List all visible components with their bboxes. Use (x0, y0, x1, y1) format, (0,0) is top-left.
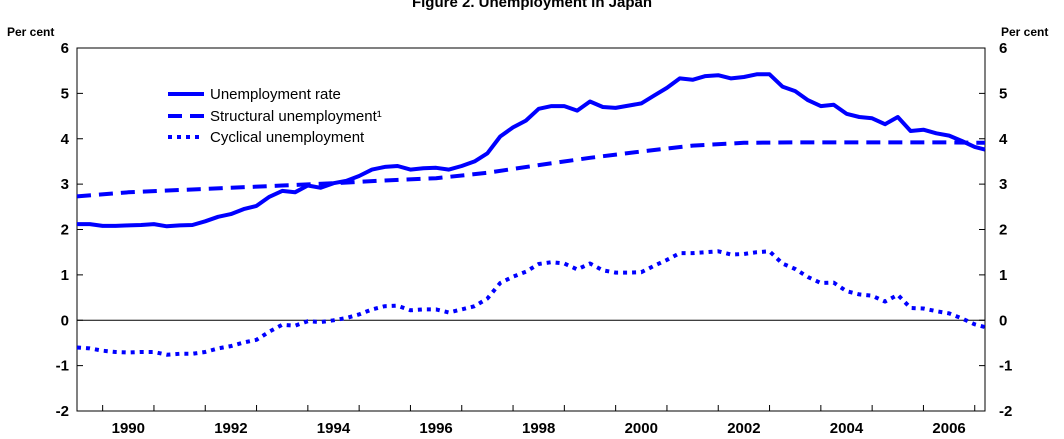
x-tick-label: 2004 (830, 420, 864, 437)
y-tick-label-right: 1 (999, 267, 1007, 284)
series-line-3 (76, 249, 986, 357)
x-tick-label: 2006 (932, 420, 965, 437)
chart-title: Figure 2. Unemployment in Japan (412, 0, 652, 11)
left-axis-unit-label: Per cent (7, 25, 54, 39)
y-tick-label-left: 5 (61, 85, 69, 102)
x-tick-label: 2000 (625, 420, 658, 437)
x-tick-label: 2002 (727, 420, 760, 437)
axis-ticks: -2 -2 -1 -1 0 0 1 1 2 2 3 3 4 4 5 5 6 6 1990 1992 1994 1996 19… (56, 40, 1013, 437)
x-tick-label: 1994 (317, 420, 351, 437)
y-tick-label-left: -2 (56, 403, 69, 420)
series-lines (76, 72, 986, 357)
y-tick-label-left: -1 (56, 358, 69, 375)
y-tick-label-left: 2 (61, 222, 69, 239)
y-tick-label-left: 6 (61, 40, 69, 57)
x-tick-label: 1992 (214, 420, 247, 437)
legend: Unemployment rate Structural unemployment… (168, 86, 382, 146)
x-tick-label: 1998 (522, 420, 555, 437)
legend-label-2: Structural unemployment¹ (210, 108, 382, 125)
y-tick-label-right: -2 (999, 403, 1012, 420)
y-tick-label-right: 2 (999, 222, 1007, 239)
x-tick-label: 1996 (419, 420, 452, 437)
y-tick-label-left: 3 (61, 176, 69, 193)
y-tick-label-right: 3 (999, 176, 1007, 193)
y-tick-label-right: -1 (999, 358, 1012, 375)
right-axis-unit-label: Per cent (1001, 25, 1048, 39)
y-tick-label-left: 4 (61, 131, 70, 148)
series-line-2 (76, 140, 986, 199)
series-line-1 (77, 72, 986, 229)
y-tick-label-right: 6 (999, 40, 1007, 57)
y-tick-label-left: 1 (61, 267, 69, 284)
x-tick-label: 1990 (112, 420, 145, 437)
y-tick-label-right: 4 (999, 131, 1008, 148)
y-tick-label-right: 0 (999, 312, 1007, 329)
legend-label-1: Unemployment rate (210, 86, 341, 103)
y-tick-label-right: 5 (999, 85, 1007, 102)
legend-label-3: Cyclical unemployment (210, 129, 365, 146)
y-tick-label-left: 0 (61, 312, 69, 329)
